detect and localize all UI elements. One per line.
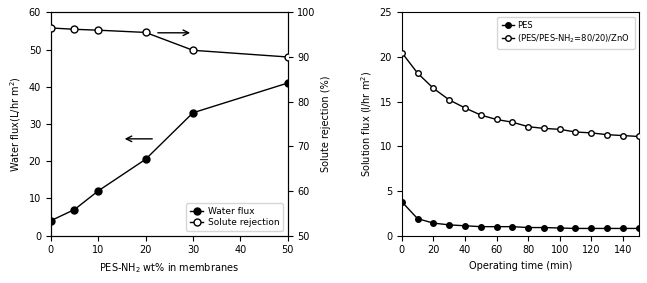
- X-axis label: PES-NH$_2$ wt% in membranes: PES-NH$_2$ wt% in membranes: [99, 261, 239, 275]
- X-axis label: Operating time (min): Operating time (min): [468, 261, 572, 271]
- Y-axis label: Solute rejection (%): Solute rejection (%): [322, 76, 331, 172]
- Legend: Water flux, Solute rejection: Water flux, Solute rejection: [186, 203, 283, 231]
- Legend: PES, (PES/PES-NH$_2$=80/20)/ZnO: PES, (PES/PES-NH$_2$=80/20)/ZnO: [498, 16, 635, 49]
- Y-axis label: Solution flux (l/hr m$^2$): Solution flux (l/hr m$^2$): [359, 71, 374, 177]
- Y-axis label: Water flux(L/hr m$^2$): Water flux(L/hr m$^2$): [8, 76, 23, 172]
